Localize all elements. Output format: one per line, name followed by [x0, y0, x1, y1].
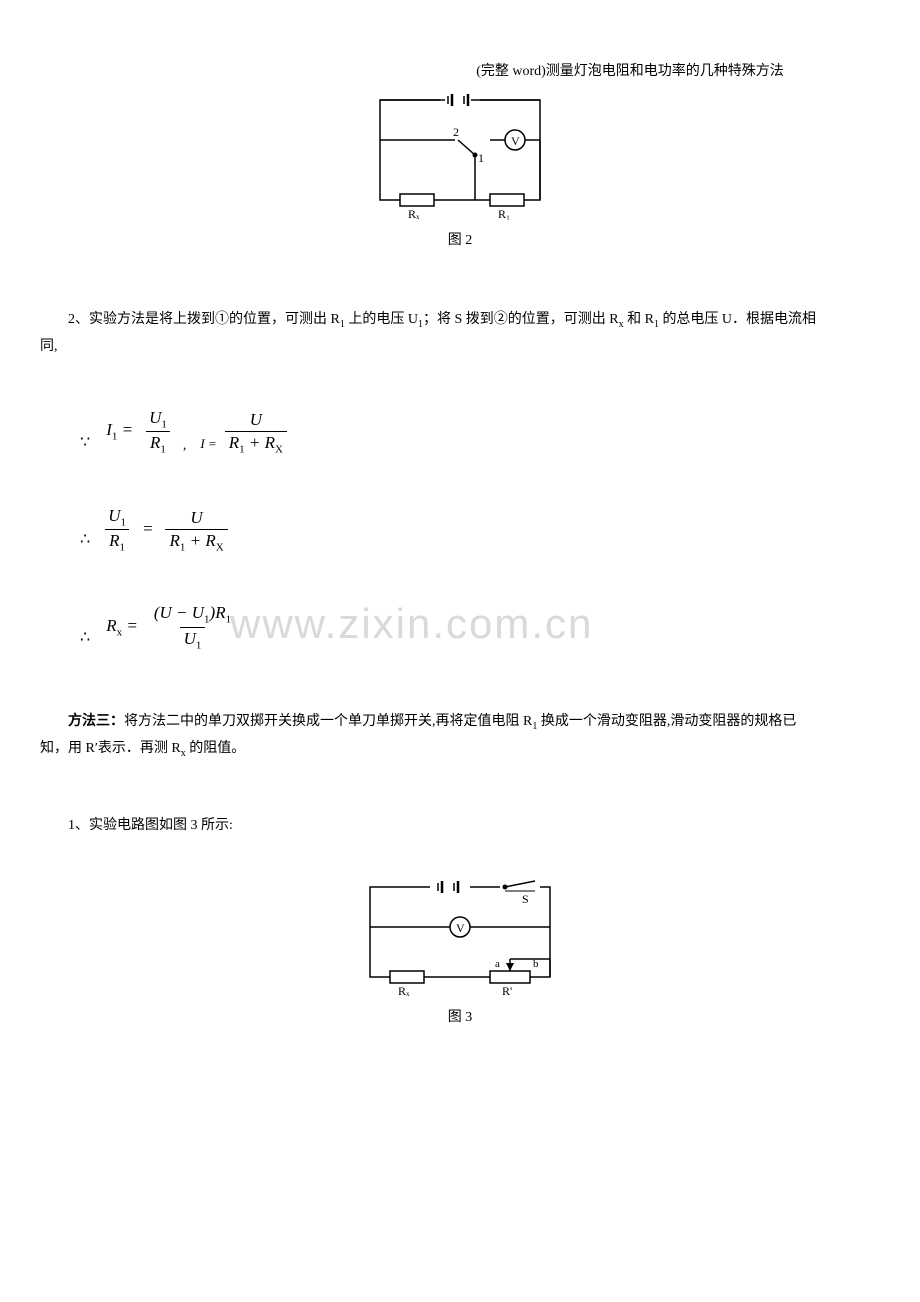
f2-eq: =	[138, 519, 157, 539]
method3-cont-a: 知，用 R′表示．再测 R	[40, 741, 181, 756]
f2-lhs-frac: U1 R1	[104, 506, 130, 554]
f3-eq: =	[122, 616, 138, 635]
f2-rden-b-sub: X	[216, 541, 224, 553]
circuit2-label-2: 2	[453, 125, 459, 139]
f1-rhs-num: U	[246, 410, 266, 431]
circuit3-caption: 图 3	[40, 1006, 880, 1026]
f2-rden-b: R	[205, 531, 215, 550]
f1-lhs-den-sub: 1	[160, 444, 166, 456]
f3-num-u: U	[159, 603, 171, 622]
f3-den-sub: 1	[196, 639, 202, 651]
f3-prefix: ∴	[80, 627, 90, 647]
f3-lhs: R	[106, 616, 116, 635]
f2-lden: R	[109, 531, 119, 550]
method3-paragraph: 方法三：将方法二中的单刀双掷开关换成一个单刀单掷开关,再将定值电阻 R1 换成一…	[40, 711, 880, 765]
f2-prefix: ∴	[80, 529, 90, 549]
f1-rden-a: R	[229, 433, 239, 452]
f3-den: U	[184, 629, 196, 648]
circuit-figure-2: 2 1 V Rₓ R₁ 图 2	[40, 90, 880, 249]
f1-prefix: ∵	[80, 432, 90, 452]
circuit2-caption: 图 2	[40, 229, 880, 249]
f1-mid-label: I =	[200, 436, 216, 452]
formula-2: ∴ U1 R1 = U R1 + RX	[80, 506, 880, 554]
f3-num-r1-sub: 1	[226, 614, 232, 626]
circuit-figure-3: S V Rₓ a b R' 图 3	[40, 877, 880, 1026]
circuit3-rp-label: R'	[502, 984, 512, 997]
f3-num-r1: R	[215, 603, 225, 622]
circuit2-svg: 2 1 V Rₓ R₁	[360, 90, 560, 220]
f2-rnum: U	[186, 508, 206, 529]
f3-frac: (U − U1)R1 U1	[150, 603, 235, 651]
circuit3-voltmeter-label: V	[456, 921, 465, 935]
f1-lhs-num-sub: 1	[161, 418, 167, 430]
paragraph-method-step2: 2、实验方法是将上拨到①的位置，可测出 R1 上的电压 U1；将 S 拨到②的位…	[40, 309, 880, 358]
f2-rden-a: R	[169, 531, 179, 550]
p1-a: 2、实验方法是将上拨到①的位置，可测出 R	[68, 312, 340, 327]
method3-cont-b: 的阻值。	[186, 741, 246, 756]
circuit2-r1-label: R₁	[498, 207, 510, 220]
circuit3-svg: S V Rₓ a b R'	[350, 877, 570, 997]
p1-b: 上的电压 U	[345, 312, 418, 327]
f2-lden-sub: 1	[120, 541, 126, 553]
method3-label: 方法三：	[68, 714, 124, 729]
method3-a: 将方法二中的单刀双掷开关换成一个单刀单掷开关,再将定值电阻 R	[124, 714, 532, 729]
f2-rhs-frac: U R1 + RX	[165, 508, 227, 553]
p1-c: ；将 S 拨到②的位置，可测出 R	[423, 312, 619, 327]
f1-rden-b: R	[265, 433, 275, 452]
circuit3-b-label: b	[533, 958, 539, 970]
f1-rden-plus: +	[245, 433, 265, 452]
circuit2-rx-label: Rₓ	[408, 207, 420, 220]
f2-rden-plus: +	[185, 531, 205, 550]
circuit3-a-label: a	[495, 958, 500, 970]
f3-num-u1: U	[192, 603, 204, 622]
p1-d: 和 R	[624, 312, 654, 327]
circuit2-label-1: 1	[478, 151, 484, 165]
formula-3: ∴ Rx = (U − U1)R1 U1	[80, 603, 880, 651]
f1-lhs-den: R	[150, 433, 160, 452]
f2-lnum-sub: 1	[120, 516, 126, 528]
formula-1: ∵ I1 = U1 R1 , I = U R1 + RX	[80, 408, 880, 456]
f1-rden-b-sub: X	[275, 444, 283, 456]
circuit3-s-label: S	[522, 892, 529, 906]
f1-rhs-frac: U R1 + RX	[225, 410, 287, 455]
method3-b: 换成一个滑动变阻器,滑动变阻器的规格已	[537, 714, 796, 729]
f1-comma: ,	[183, 438, 187, 454]
p1-cont: 同,	[40, 336, 880, 358]
page-header: (完整 word)测量灯泡电阻和电功率的几种特殊方法	[40, 60, 880, 80]
circuit3-rx-label: Rₓ	[398, 984, 410, 997]
p1-e: 的总电压 U．根据电流相	[659, 312, 816, 327]
f2-lnum: U	[108, 506, 120, 525]
f3-num-minus: −	[172, 603, 192, 622]
f1-lhs-frac: U1 R1	[145, 408, 171, 456]
circuit2-voltmeter-label: V	[511, 134, 520, 148]
f1-lhs-num: U	[149, 408, 161, 427]
circuit3-step-text: 1、实验电路图如图 3 所示:	[40, 815, 880, 837]
f1-lhs-sub: 1	[112, 431, 118, 443]
